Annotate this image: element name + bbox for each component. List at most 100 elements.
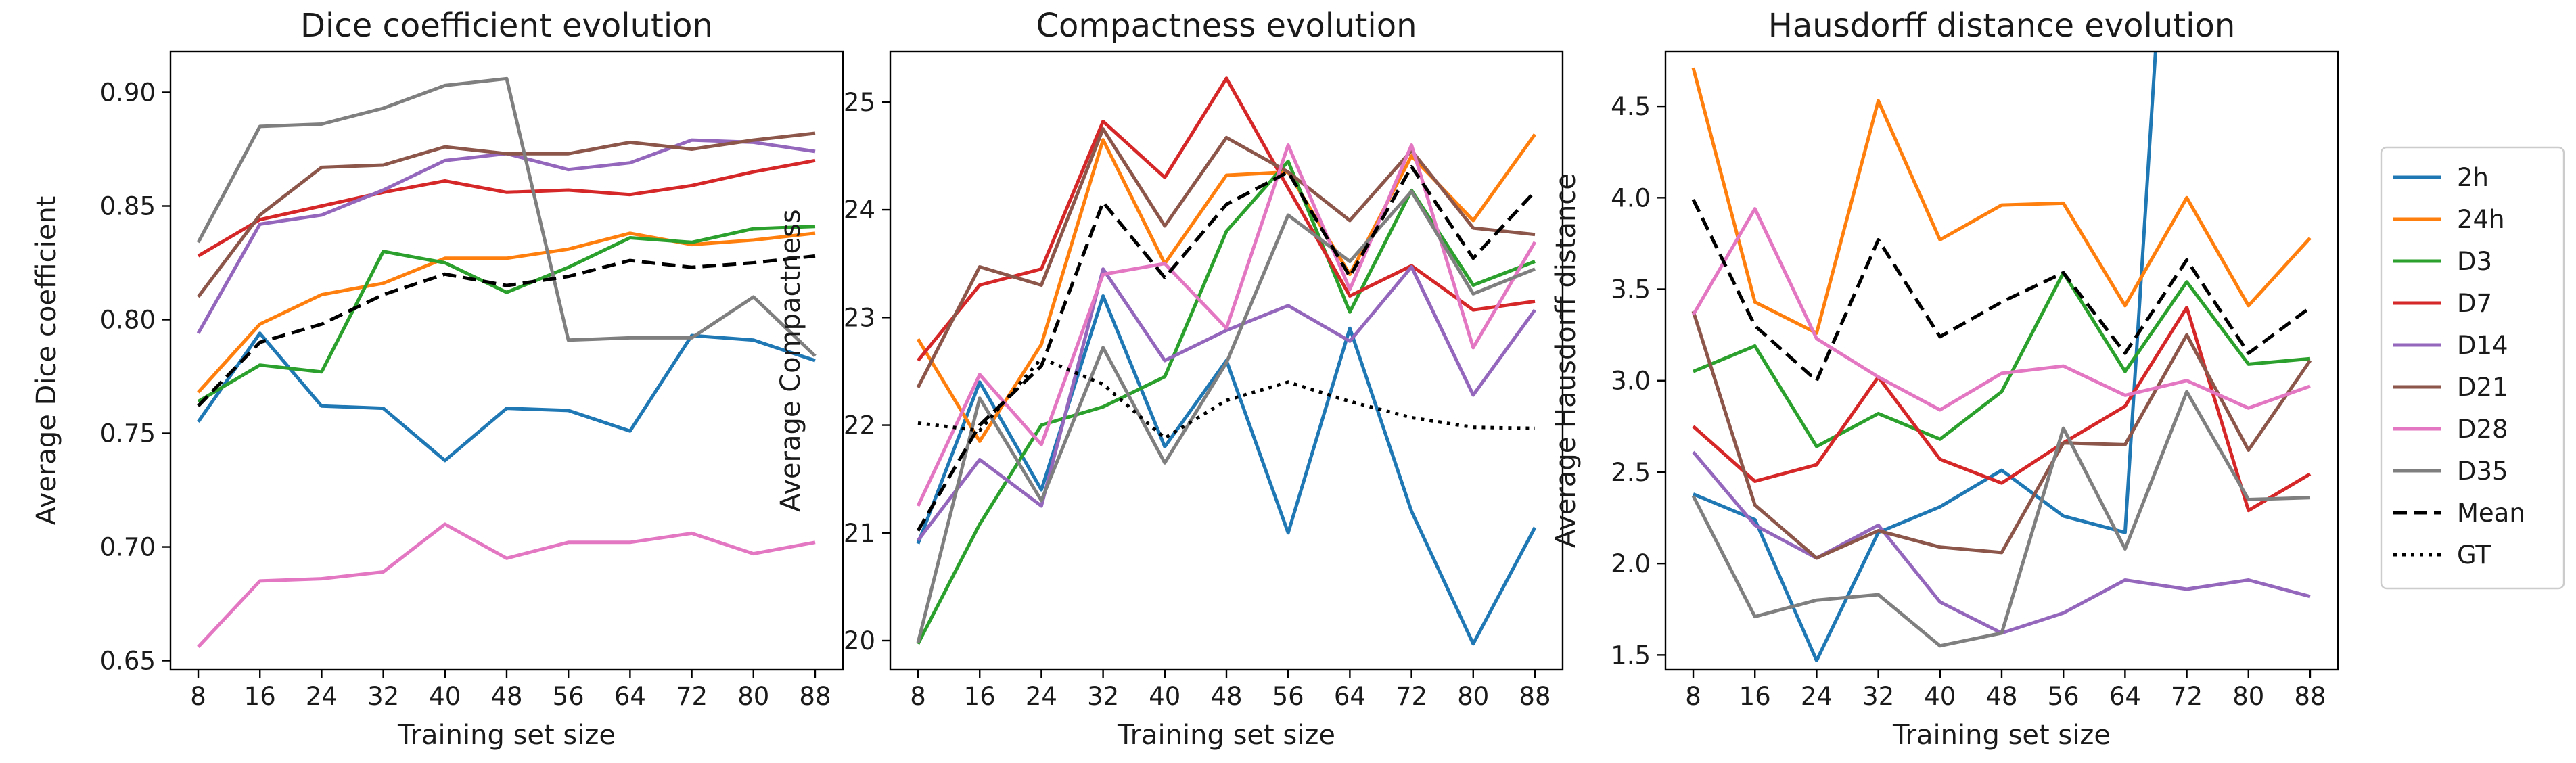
legend-label-24h: 24h [2457, 205, 2505, 234]
x-axis-label: Training set size [1117, 720, 1335, 751]
y-tick-label: 2.5 [1611, 458, 1651, 487]
y-tick-label: 0.75 [100, 419, 156, 448]
legend-label-d7: D7 [2457, 289, 2492, 318]
x-tick-label: 24 [306, 682, 338, 711]
series-line-mean [916, 164, 1536, 532]
x-tick-label: 80 [2232, 682, 2264, 711]
x-tick-label: 88 [799, 682, 831, 711]
x-axis-label: Training set size [1892, 720, 2111, 751]
x-tick-label: 48 [1985, 682, 2017, 711]
legend-label-mean: Mean [2457, 499, 2525, 528]
y-tick-label: 23 [844, 303, 875, 332]
x-tick-label: 8 [1685, 682, 1701, 711]
series-line-d14 [1692, 450, 2311, 635]
x-tick-label: 72 [676, 682, 708, 711]
y-tick-label: 2.0 [1611, 549, 1651, 578]
y-axis-label: Average Dice coefficient [31, 196, 62, 526]
y-tick-label: 0.65 [100, 647, 156, 676]
series-line-d7 [197, 158, 816, 258]
legend-box [2380, 146, 2565, 590]
x-tick-label: 64 [1334, 682, 1366, 711]
legend: 2h 24h D3 D7 D14 D21 D28 D35 Mean GT [2380, 146, 2565, 590]
series-line-d7 [917, 76, 1536, 362]
y-tick-label: 0.85 [100, 192, 156, 221]
dice-chart: 8 16 24 32 40 48 56 64 72 80 88 0.65 0.70 0.75 0.80 0.8… [31, 7, 844, 751]
y-tick-label: 1.5 [1611, 641, 1651, 670]
x-tick-label: 40 [1149, 682, 1180, 711]
series-line-d35 [916, 189, 1536, 643]
x-tick-label: 80 [737, 682, 769, 711]
y-tick-label: 4.0 [1611, 183, 1651, 212]
series-line-d7 [1692, 306, 2312, 513]
series-group [916, 76, 1537, 646]
y-tick-label: 0.80 [100, 306, 156, 335]
series-line-d3 [916, 159, 1536, 645]
y-tick-label: 21 [844, 519, 875, 548]
x-tick-label: 88 [2294, 682, 2326, 711]
series-line-d35 [196, 76, 816, 358]
series-line-d3 [197, 225, 816, 403]
chart-title-hausdorff-distance-evolution: Hausdorff distance evolution [1768, 7, 2236, 45]
series-line-d28 [1691, 207, 2311, 412]
hausdorff-chart: 8 16 24 32 40 48 56 64 72 80 88 1.5 2.0 2.5 3.0 3.5 4.0 4… [1550, 7, 2339, 751]
x-tick-label: 8 [190, 682, 206, 711]
y-tick-label: 4.5 [1611, 92, 1651, 121]
series-line-2h [916, 294, 1537, 646]
x-tick-label: 64 [614, 682, 646, 711]
x-tick-label: 72 [1396, 682, 1427, 711]
legend-label-gt: GT [2457, 540, 2491, 570]
compactness-chart: 8 16 24 32 40 48 56 64 72 80 88 20 21 22 23 24 25 Compact… [775, 7, 1564, 751]
series-line-d21 [1691, 310, 2312, 560]
x-tick-label: 32 [1862, 682, 1894, 711]
series-line-d35 [1691, 390, 2311, 648]
chart-title-compactness-evolution: Compactness evolution [1036, 7, 1417, 45]
legend-label-2h: 2h [2457, 163, 2489, 192]
y-tick-label: 20 [844, 626, 875, 655]
x-tick-label: 24 [1801, 682, 1833, 711]
y-tick-label: 3.5 [1611, 275, 1651, 304]
x-tick-label: 40 [1924, 682, 1956, 711]
series-line-gt [917, 356, 1536, 440]
series-line-d3 [1693, 271, 2311, 448]
x-tick-label: 48 [490, 682, 522, 711]
legend-label-d28: D28 [2457, 415, 2508, 444]
x-axis-label: Training set size [397, 720, 616, 751]
x-tick-label: 56 [2048, 682, 2079, 711]
y-tick-label: 0.70 [100, 533, 156, 562]
x-tick-label: 64 [2109, 682, 2141, 711]
x-tick-label: 72 [2171, 682, 2203, 711]
x-tick-label: 32 [1087, 682, 1119, 711]
x-tick-label: 40 [429, 682, 461, 711]
series-line-2h [1693, 51, 2157, 662]
x-tick-label: 88 [1519, 682, 1550, 711]
series-line-d21 [197, 131, 816, 298]
x-tick-label: 8 [910, 682, 926, 711]
y-tick-label: 22 [844, 411, 875, 440]
x-tick-label: 24 [1026, 682, 1057, 711]
series-line-d28 [197, 522, 816, 649]
x-tick-label: 48 [1210, 682, 1242, 711]
x-tick-label: 56 [1272, 682, 1304, 711]
legend-label-d35: D35 [2457, 457, 2508, 486]
series-line-d21 [916, 127, 1536, 388]
legend-label-d21: D21 [2457, 373, 2508, 402]
series-line-mean [197, 254, 816, 407]
x-tick-label: 32 [367, 682, 399, 711]
x-tick-label: 16 [244, 682, 276, 711]
legend-label-d14: D14 [2457, 331, 2508, 360]
y-tick-label: 3.0 [1611, 367, 1651, 396]
series-line-2h [196, 331, 816, 463]
chart-title-dice-coefficient-evolution: Dice coefficient evolution [300, 7, 713, 45]
plot-frame [169, 50, 844, 671]
x-tick-label: 80 [1457, 682, 1489, 711]
y-axis-label: Average Hausdorff distance [1550, 173, 1582, 548]
series-group [1691, 51, 2312, 662]
y-tick-label: 25 [844, 88, 875, 117]
plot-frame [1664, 50, 2339, 671]
series-line-24h [1691, 67, 2312, 335]
series-line-24h [197, 231, 816, 394]
y-tick-label: 24 [844, 195, 875, 225]
x-tick-label: 16 [964, 682, 996, 711]
series-line-d28 [916, 143, 1537, 507]
